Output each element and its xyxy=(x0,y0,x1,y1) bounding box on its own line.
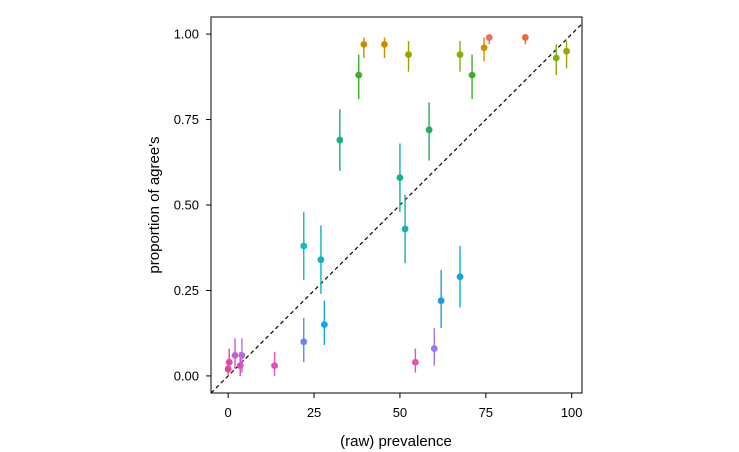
plot-panel xyxy=(210,16,583,394)
y-tick-label: 0.75 xyxy=(174,112,199,127)
y-tick-label: 0.00 xyxy=(174,368,199,383)
data-point xyxy=(300,211,308,281)
point-marker xyxy=(238,352,246,359)
x-axis: 0 25 50 75 100 xyxy=(225,393,583,420)
point-marker xyxy=(224,365,232,373)
y-tick-label: 0.50 xyxy=(174,198,199,213)
data-point xyxy=(231,338,239,370)
point-marker xyxy=(480,44,488,52)
data-point xyxy=(225,348,233,373)
data-point xyxy=(411,348,419,373)
point-marker xyxy=(552,54,560,62)
point-marker xyxy=(468,71,476,79)
y-tick-label: 0.25 xyxy=(174,283,199,298)
point-marker xyxy=(430,345,438,352)
x-tick-label: 25 xyxy=(307,405,321,420)
data-point xyxy=(396,143,404,212)
data-point xyxy=(437,269,445,329)
data-point xyxy=(563,40,570,69)
data-point xyxy=(405,40,412,72)
data-point xyxy=(456,40,464,72)
data-point xyxy=(355,54,363,100)
point-marker xyxy=(300,242,308,250)
point-marker xyxy=(563,47,570,55)
x-tick-label: 75 xyxy=(479,405,493,420)
data-point xyxy=(320,300,328,346)
reference-line xyxy=(210,23,583,394)
x-tick-label: 50 xyxy=(393,405,407,420)
data-point xyxy=(480,37,488,62)
point-marker xyxy=(300,338,308,346)
y-tick-label: 1.00 xyxy=(174,27,199,42)
point-marker xyxy=(231,352,239,359)
point-marker xyxy=(411,358,419,366)
data-point xyxy=(317,225,325,294)
data-point xyxy=(401,194,409,264)
point-marker xyxy=(396,174,404,182)
point-marker xyxy=(381,40,388,48)
point-marker xyxy=(225,358,233,366)
data-point xyxy=(485,34,493,45)
point-marker xyxy=(456,273,464,281)
data-points xyxy=(224,34,570,376)
point-marker xyxy=(317,256,325,264)
point-marker xyxy=(437,297,445,305)
point-marker xyxy=(405,51,412,58)
point-marker xyxy=(320,321,328,329)
data-point xyxy=(456,246,464,308)
point-marker xyxy=(401,225,409,233)
data-point xyxy=(238,338,246,373)
y-axis: 0.00 0.25 0.50 0.75 1.00 xyxy=(174,27,211,383)
data-point xyxy=(381,37,388,59)
point-marker xyxy=(485,34,493,41)
x-tick-label: 0 xyxy=(225,405,232,420)
point-marker xyxy=(521,34,529,41)
x-tick-label: 100 xyxy=(561,405,583,420)
point-marker xyxy=(355,71,363,79)
reference-line-layer xyxy=(210,23,583,394)
point-marker xyxy=(336,136,344,144)
data-point xyxy=(360,37,368,59)
data-point xyxy=(271,351,278,376)
data-point xyxy=(521,34,529,45)
data-point xyxy=(552,44,560,76)
x-axis-title: (raw) prevalence xyxy=(340,433,452,450)
y-axis-title: proportion of agree's xyxy=(146,136,163,273)
data-point xyxy=(430,328,438,366)
point-marker xyxy=(271,362,278,370)
point-marker xyxy=(360,40,368,48)
data-point xyxy=(336,109,344,171)
data-point xyxy=(468,54,476,100)
point-marker xyxy=(456,51,464,58)
data-point xyxy=(425,102,433,161)
data-point xyxy=(300,317,308,363)
point-marker xyxy=(425,126,433,134)
